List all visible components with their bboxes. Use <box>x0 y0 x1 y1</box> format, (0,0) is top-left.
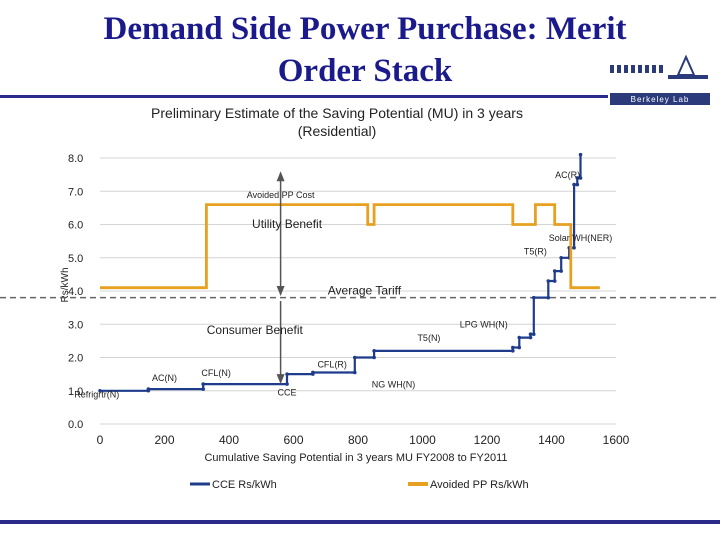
series-point <box>552 279 557 283</box>
series-point <box>546 279 551 283</box>
series-point <box>511 349 515 353</box>
series-point <box>517 335 522 340</box>
annotation-label: Utility Benefit <box>252 217 323 231</box>
series-point <box>201 387 205 391</box>
bottom-divider <box>0 520 720 524</box>
y-tick-label: 4.0 <box>68 286 83 298</box>
series-point <box>146 387 151 391</box>
y-tick-label: 0.0 <box>68 419 83 431</box>
annotation-label: LPG WH(N) <box>460 320 508 330</box>
series-point <box>201 382 205 386</box>
series-point <box>572 182 576 187</box>
logo-text: Berkeley Lab <box>631 95 690 104</box>
x-tick-label: 200 <box>154 433 174 447</box>
y-tick-label: 1.0 <box>68 386 83 398</box>
annotation-label: Avoided PP Cost <box>247 190 315 200</box>
y-tick-label: 2.0 <box>68 353 83 365</box>
series-point <box>372 355 376 360</box>
arrow-head-top <box>276 171 285 182</box>
slide-title-line1: Demand Side Power Purchase: Merit <box>103 11 627 47</box>
series-point <box>575 176 580 180</box>
annotation-label: T5(N) <box>417 333 440 343</box>
legend-label: Avoided PP Rs/kWh <box>430 479 529 491</box>
series-point <box>352 370 357 375</box>
series-point <box>285 372 289 376</box>
annotation-label: CCE <box>278 388 297 398</box>
legend-label: CCE Rs/kWh <box>212 479 277 491</box>
y-axis-label: Rs/kWh <box>60 268 71 303</box>
x-tick-label: 0 <box>97 433 104 447</box>
annotation-label: CFL(N) <box>201 368 231 378</box>
series-line-0 <box>100 154 582 392</box>
series-point <box>531 295 536 300</box>
arrow-head-bottom <box>276 374 285 385</box>
x-tick-label: 1400 <box>538 433 565 447</box>
y-tick-label: 8.0 <box>68 153 83 165</box>
annotation-label: NG WH(N) <box>372 379 416 389</box>
y-tick-label: 6.0 <box>68 220 83 232</box>
chart-subtitle: (Residential) <box>298 123 377 139</box>
x-tick-label: 1000 <box>409 433 436 447</box>
x-axis-label: Cumulative Saving Potential in 3 years M… <box>204 452 507 464</box>
series-line-1 <box>100 203 600 290</box>
series-point <box>578 152 583 157</box>
slide-title: Demand Side Power Purchase: Merit Order … <box>0 8 720 92</box>
series-point <box>311 370 315 375</box>
series-point <box>578 176 583 180</box>
annotation-label: CFL(R) <box>317 359 347 369</box>
series-point <box>352 355 357 360</box>
series-point <box>546 295 551 300</box>
annotation-label: AC(N) <box>152 373 177 383</box>
series-point <box>531 332 536 337</box>
y-tick-label: 5.0 <box>68 253 83 265</box>
series-point <box>511 345 515 350</box>
series-point <box>559 269 563 273</box>
annotation-label: Solar WH(NER) <box>549 233 613 243</box>
annotation-label: Average Tariff <box>328 283 402 297</box>
annotation-label: AC(R) <box>555 170 580 180</box>
annotation-label: T5(R) <box>524 246 547 256</box>
slide-title-line2: Order Stack <box>277 53 453 89</box>
series-point <box>552 269 557 273</box>
title-divider <box>0 95 608 98</box>
series-point <box>572 245 576 250</box>
chart-title: Preliminary Estimate of the Saving Poten… <box>151 105 523 121</box>
series-point <box>285 382 289 386</box>
series-point <box>575 182 580 187</box>
series-point <box>528 332 533 337</box>
series-point <box>372 349 376 353</box>
x-tick-label: 1600 <box>603 433 630 447</box>
arrow-head-mid <box>276 286 285 296</box>
x-tick-label: 800 <box>348 433 368 447</box>
annotation-label: Consumer Benefit <box>207 323 304 337</box>
annotation-label: Refrigrtr(N) <box>74 389 119 399</box>
series-point <box>517 345 522 350</box>
berkeley-lab-logo: Berkeley Lab <box>610 55 710 105</box>
series-point <box>98 388 102 393</box>
x-tick-label: 400 <box>219 433 239 447</box>
y-tick-label: 3.0 <box>68 319 83 331</box>
series-point <box>528 335 533 340</box>
x-tick-label: 600 <box>283 433 303 447</box>
series-point <box>559 255 563 260</box>
x-tick-label: 1200 <box>474 433 501 447</box>
y-tick-label: 7.0 <box>68 186 83 198</box>
